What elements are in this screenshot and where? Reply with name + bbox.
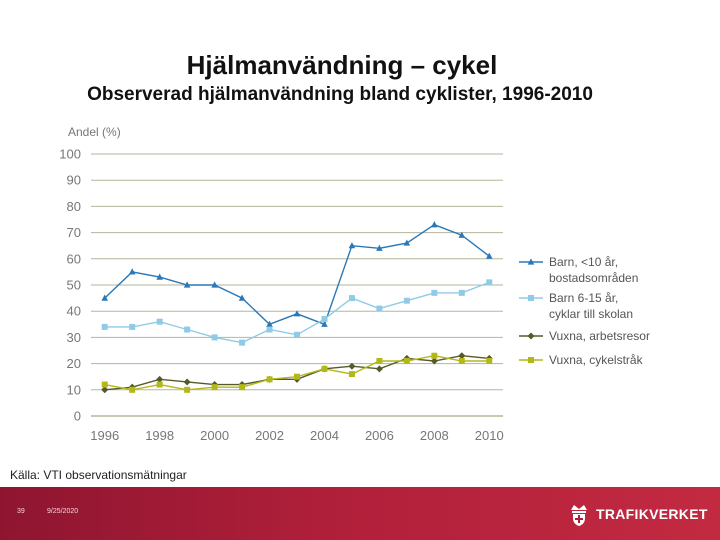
data-point-s4: [294, 373, 300, 380]
data-point-s1: [485, 252, 493, 259]
data-point-s4: [211, 384, 218, 391]
y-tick-label: 70: [67, 225, 81, 240]
legend-marker: [528, 357, 534, 363]
data-point-s2: [403, 297, 410, 304]
data-point-s2: [129, 323, 136, 330]
data-point-s1: [101, 294, 109, 301]
data-point-s2: [486, 279, 493, 286]
data-point-s1: [376, 244, 383, 251]
legend-marker: [528, 295, 534, 301]
data-point-s4: [184, 386, 191, 393]
y-tick-label: 40: [67, 304, 81, 319]
y-tick-label: 50: [67, 278, 81, 293]
data-point-s2: [184, 326, 191, 333]
data-point-s4: [458, 357, 465, 364]
y-tick-label: 90: [67, 173, 81, 188]
x-tick-label: 2010: [475, 428, 504, 443]
data-point-s1: [238, 294, 246, 301]
x-tick-label: 2002: [255, 428, 284, 443]
data-point-s2: [294, 331, 300, 338]
x-tick-label: 1996: [90, 428, 119, 443]
data-point-s2: [376, 305, 383, 312]
page-title: Hjälmanvändning – cykel: [186, 50, 498, 80]
y-tick-label: 10: [67, 382, 81, 397]
data-point-s4: [486, 357, 493, 364]
slide-number: 39: [17, 508, 25, 515]
legend-label: Barn 6-15 år,: [549, 291, 618, 305]
x-tick-label: 2006: [365, 428, 394, 443]
data-point-s4: [321, 365, 328, 372]
data-point-s4: [376, 357, 383, 364]
x-tick-label: 2008: [420, 428, 449, 443]
y-tick-label: 100: [59, 147, 81, 162]
data-point-s1: [293, 310, 301, 317]
data-point-s4: [431, 352, 438, 359]
data-point-s2: [458, 289, 465, 296]
crown-icon: [571, 505, 587, 526]
source-note: Källa: VTI observationsmätningar: [10, 468, 187, 482]
data-point-s2: [321, 316, 328, 323]
data-point-s4: [348, 371, 355, 378]
y-tick-label: 20: [67, 356, 81, 371]
data-point-s1: [266, 320, 273, 327]
legend-marker: [527, 332, 535, 340]
legend-label: Vuxna, arbetsresor: [549, 329, 650, 343]
footer-bar: 39 9/25/2020 TRAFIKVERKET: [0, 487, 720, 540]
data-point-s1: [156, 273, 163, 280]
data-point-s2: [266, 326, 273, 333]
trafikverket-logo: TRAFIKVERKET: [566, 500, 708, 528]
data-point-s1: [458, 231, 466, 238]
y-axis-label: Andel (%): [68, 125, 121, 139]
y-tick-label: 0: [74, 409, 81, 424]
y-tick-label: 30: [67, 330, 81, 345]
data-point-s3: [183, 378, 191, 386]
data-point-s2: [211, 334, 218, 341]
data-point-s1: [321, 320, 328, 327]
data-point-s1: [431, 221, 438, 228]
data-point-s1: [211, 281, 218, 288]
data-point-s3: [156, 375, 164, 383]
brand-name: TRAFIKVERKET: [596, 506, 708, 522]
data-point-s3: [348, 362, 356, 370]
data-point-s3: [458, 352, 466, 360]
data-point-s3: [430, 357, 438, 365]
data-point-s1: [128, 268, 136, 275]
data-point-s1: [183, 281, 191, 288]
data-point-s2: [156, 318, 163, 325]
footer-date: 9/25/2020: [47, 508, 79, 515]
legend-label: cyklar till skolan: [549, 307, 633, 321]
series-line-1: [104, 223, 490, 326]
legend-label: Vuxna, cykelstråk: [549, 353, 644, 367]
legend-label: bostadsområden: [549, 271, 638, 285]
data-point-s2: [239, 339, 246, 346]
legend-label: Barn, <10 år,: [549, 255, 618, 269]
page-subtitle: Observerad hjälmanvändning bland cyklist…: [87, 84, 593, 105]
legend-marker: [527, 258, 535, 265]
data-point-s2: [431, 289, 438, 296]
x-tick-label: 2000: [200, 428, 229, 443]
x-tick-label: 1998: [145, 428, 174, 443]
data-point-s4: [239, 384, 246, 391]
data-point-s4: [129, 386, 136, 393]
data-point-s1: [348, 242, 356, 249]
data-point-s2: [348, 295, 355, 302]
data-point-s2: [101, 323, 108, 330]
x-tick-label: 2004: [310, 428, 339, 443]
data-point-s3: [375, 365, 383, 373]
data-point-s1: [403, 239, 411, 246]
data-point-s4: [156, 381, 163, 388]
data-point-s4: [403, 357, 410, 364]
y-tick-label: 60: [67, 251, 81, 266]
helmet-usage-chart: Andel (%) 0 10 20 30 40 50 60 70 80 90 100 1996 1998 2…: [59, 125, 650, 443]
data-point-s4: [101, 381, 108, 388]
y-tick-label: 80: [67, 199, 81, 214]
data-point-s4: [266, 376, 273, 383]
data-point-s3: [101, 386, 109, 394]
